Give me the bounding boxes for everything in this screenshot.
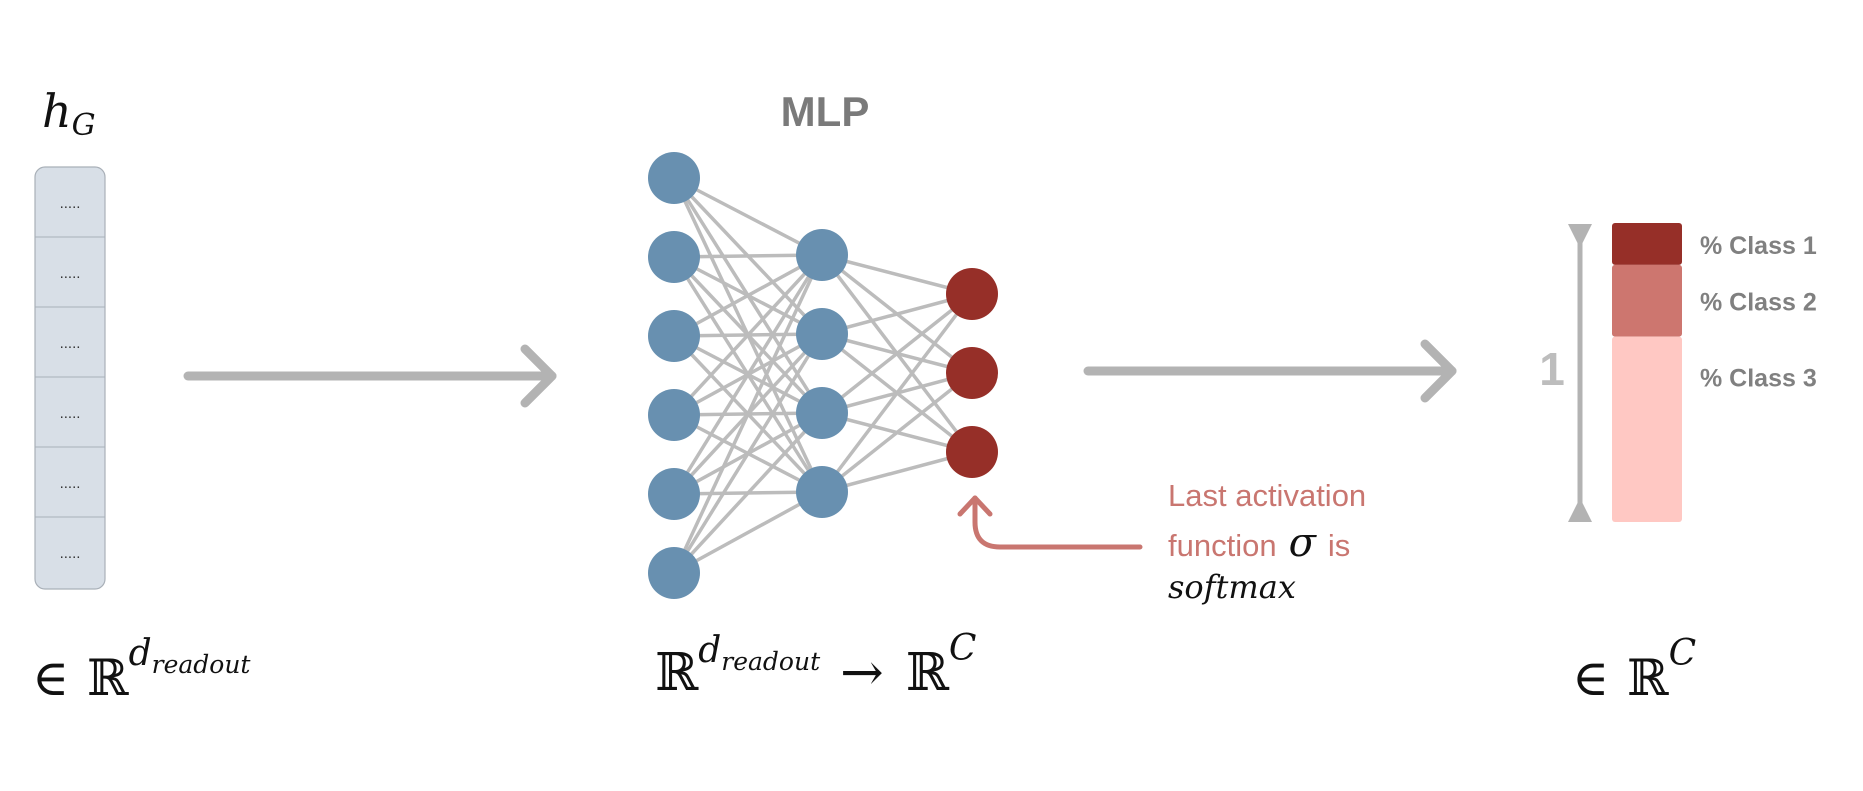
edge-l1-6-2: [672, 333, 824, 574]
annotation-line-3: softmax: [1168, 568, 1296, 606]
edge-l1-4-1: [672, 253, 824, 417]
class-2-segment: [1612, 264, 1682, 337]
mlp-network: [648, 152, 998, 599]
mlp-mapping: ℝdreadout → ℝC: [655, 628, 976, 703]
edge-l1-1-1: [673, 176, 823, 257]
edge-l1-5-1: [672, 254, 824, 495]
output-probability-bar: % Class 1 % Class 2 % Class 3: [1612, 223, 1817, 522]
annotation-line-1: Last activation: [1168, 478, 1366, 513]
scale-bottom-cap: [1568, 498, 1592, 522]
edge-l2-4-2: [820, 371, 974, 494]
class-3-segment: [1612, 336, 1682, 522]
vector-cell-5: .....: [60, 475, 81, 492]
input-vector-frame: [34, 166, 106, 590]
layer2-node-2: [796, 308, 848, 360]
edge-l2-4-1: [820, 292, 974, 494]
vector-cell-3: .....: [60, 335, 81, 352]
scale-top-cap: [1568, 224, 1592, 248]
output-node-2: [946, 347, 998, 399]
input-vector: ..... ..... ..... ..... ..... .....: [34, 166, 106, 590]
layer1-node-2: [648, 231, 700, 283]
arrow-mlp-to-output: [1083, 339, 1457, 403]
vector-cell-1: .....: [60, 195, 81, 212]
layer2-node-3: [796, 387, 848, 439]
vector-cell-2: .....: [60, 265, 81, 282]
layer2-node-1: [796, 229, 848, 281]
edge-l1-6-1: [672, 254, 824, 574]
scale-total-label: 1: [1539, 343, 1565, 395]
edge-l1-6-4: [673, 490, 823, 575]
input-domain: ∈ ℝdreadout: [32, 633, 251, 707]
output-domain: ∈ ℝC: [1572, 633, 1696, 707]
output-scale: 1: [1539, 224, 1592, 522]
layer2-node-4: [796, 466, 848, 518]
vector-cell-4: .....: [60, 405, 81, 422]
vector-cell-6: .....: [60, 545, 81, 562]
class-1-label: % Class 1: [1700, 232, 1817, 260]
class-2-label: % Class 2: [1700, 289, 1817, 317]
annotation-pointer-head: [957, 495, 993, 517]
mlp-title: MLP: [781, 88, 870, 135]
layer1-node-3: [648, 310, 700, 362]
layer1-node-6: [648, 547, 700, 599]
output-node-1: [946, 268, 998, 320]
edge-l1-3-1: [673, 253, 823, 338]
class-3-label: % Class 3: [1700, 365, 1817, 393]
layer1-node-1: [648, 152, 700, 204]
edge-l1-6-3: [672, 411, 824, 575]
layer1-node-4: [648, 389, 700, 441]
edge-l2-3-1: [820, 292, 974, 415]
layer1-node-5: [648, 468, 700, 520]
annotation-pointer: [972, 495, 1143, 550]
arrow-input-to-mlp: [183, 344, 557, 408]
annotation-line-2: function σ is: [1168, 520, 1350, 566]
output-node-3: [946, 426, 998, 478]
class-1-segment: [1612, 223, 1682, 265]
input-label: hG: [42, 84, 96, 143]
